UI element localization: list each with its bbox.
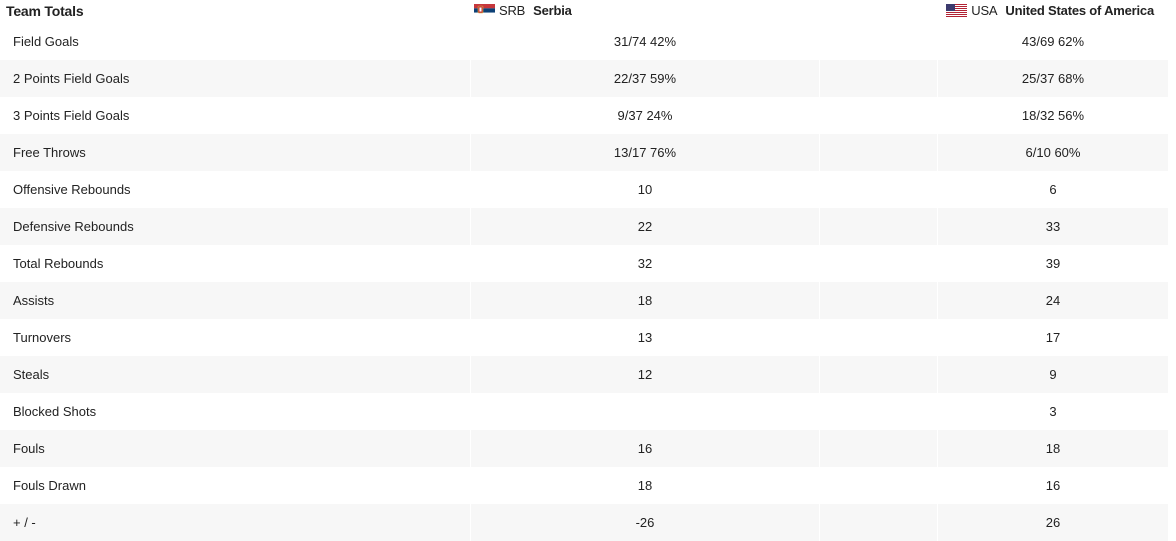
spacer-cell	[820, 319, 937, 356]
stat-label: Turnovers	[0, 319, 470, 356]
stat-label: 2 Points Field Goals	[0, 60, 470, 97]
table-row: Blocked Shots 3	[0, 393, 1176, 430]
srb-value: 22/37 59%	[471, 60, 819, 97]
stat-label: Fouls Drawn	[0, 467, 470, 504]
team-srb-header: SRB Serbia	[474, 3, 572, 18]
stat-label: Free Throws	[0, 134, 470, 171]
stat-label: Steals	[0, 356, 470, 393]
team-usa-name: United States of America	[1005, 3, 1154, 18]
usa-value: 39	[938, 245, 1168, 282]
spacer-cell	[820, 467, 937, 504]
spacer-cell	[820, 282, 937, 319]
stat-label: Assists	[0, 282, 470, 319]
srb-value: 31/74 42%	[471, 23, 819, 60]
srb-value: 18	[471, 282, 819, 319]
table-row: Assists 18 24	[0, 282, 1176, 319]
srb-value: 18	[471, 467, 819, 504]
team-srb-code: SRB	[499, 3, 526, 18]
spacer-cell	[820, 504, 937, 541]
team-usa-code: USA	[971, 3, 998, 18]
usa-value: 9	[938, 356, 1168, 393]
spacer-cell	[820, 97, 937, 134]
serbia-flag-icon	[474, 4, 495, 17]
srb-value: 32	[471, 245, 819, 282]
stat-label: Total Rebounds	[0, 245, 470, 282]
stat-label: Field Goals	[0, 23, 470, 60]
srb-value: 10	[471, 171, 819, 208]
team-totals-table: Field Goals 31/74 42% 43/69 62% 2 Points…	[0, 23, 1176, 541]
srb-value: 22	[471, 208, 819, 245]
spacer-cell	[820, 171, 937, 208]
usa-value: 43/69 62%	[938, 23, 1168, 60]
usa-value: 33	[938, 208, 1168, 245]
table-row: Offensive Rebounds 10 6	[0, 171, 1176, 208]
usa-value: 26	[938, 504, 1168, 541]
stat-label: 3 Points Field Goals	[0, 97, 470, 134]
section-title: Team Totals	[6, 3, 84, 19]
spacer-cell	[820, 208, 937, 245]
spacer-cell	[820, 134, 937, 171]
table-row: 3 Points Field Goals 9/37 24% 18/32 56%	[0, 97, 1176, 134]
table-row: Steals 12 9	[0, 356, 1176, 393]
srb-value: 16	[471, 430, 819, 467]
usa-value: 18	[938, 430, 1168, 467]
table-row: Field Goals 31/74 42% 43/69 62%	[0, 23, 1176, 60]
stat-label: + / -	[0, 504, 470, 541]
spacer-cell	[820, 430, 937, 467]
table-row: Free Throws 13/17 76% 6/10 60%	[0, 134, 1176, 171]
usa-value: 24	[938, 282, 1168, 319]
stat-label: Offensive Rebounds	[0, 171, 470, 208]
spacer-cell	[820, 60, 937, 97]
srb-value: -26	[471, 504, 819, 541]
usa-value: 6	[938, 171, 1168, 208]
srb-value: 13	[471, 319, 819, 356]
usa-value: 18/32 56%	[938, 97, 1168, 134]
usa-value: 3	[938, 393, 1168, 430]
usa-value: 25/37 68%	[938, 60, 1168, 97]
table-row: Fouls Drawn 18 16	[0, 467, 1176, 504]
table-row: + / - -26 26	[0, 504, 1176, 541]
stat-label: Fouls	[0, 430, 470, 467]
usa-value: 17	[938, 319, 1168, 356]
usa-value: 16	[938, 467, 1168, 504]
table-row: Fouls 16 18	[0, 430, 1176, 467]
spacer-cell	[820, 245, 937, 282]
table-row: Turnovers 13 17	[0, 319, 1176, 356]
spacer-cell	[820, 23, 937, 60]
srb-value	[471, 393, 819, 430]
spacer-cell	[820, 393, 937, 430]
stat-label: Defensive Rebounds	[0, 208, 470, 245]
table-row: 2 Points Field Goals 22/37 59% 25/37 68%	[0, 60, 1176, 97]
usa-value: 6/10 60%	[938, 134, 1168, 171]
stat-label: Blocked Shots	[0, 393, 470, 430]
team-usa-header: USA United States of America	[946, 3, 1154, 18]
spacer-cell	[820, 356, 937, 393]
srb-value: 9/37 24%	[471, 97, 819, 134]
team-srb-name: Serbia	[533, 3, 572, 18]
table-row: Total Rebounds 32 39	[0, 245, 1176, 282]
team-totals-header: Team Totals SRB Serbia	[0, 0, 1176, 23]
usa-flag-icon	[946, 4, 968, 17]
srb-value: 13/17 76%	[471, 134, 819, 171]
srb-value: 12	[471, 356, 819, 393]
table-row: Defensive Rebounds 22 33	[0, 208, 1176, 245]
